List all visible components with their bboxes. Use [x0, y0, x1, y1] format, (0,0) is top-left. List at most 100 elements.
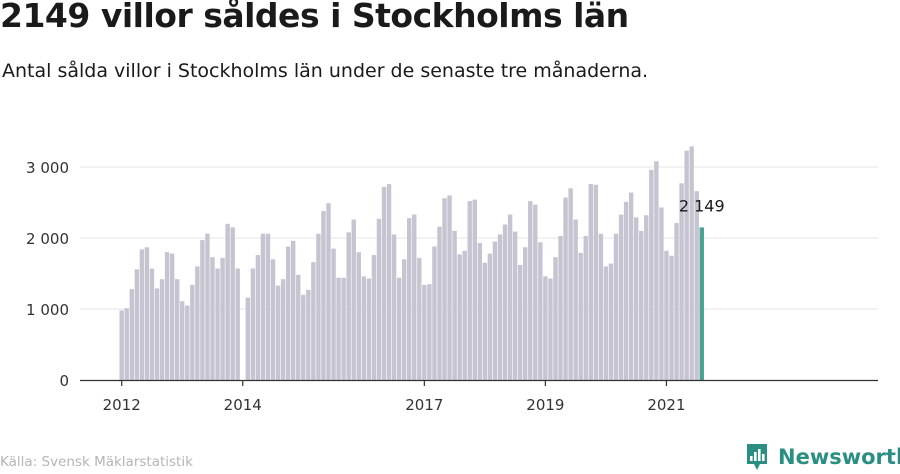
bar — [583, 235, 588, 380]
source-note: Källa: Svensk Mäklarstatistik — [0, 454, 193, 470]
bar — [139, 249, 145, 380]
bar — [417, 257, 422, 380]
bar — [301, 294, 306, 380]
brand-name: Newsworthy — [778, 445, 900, 469]
bar — [447, 195, 452, 380]
bar — [316, 233, 321, 380]
bar — [593, 184, 599, 380]
bar — [149, 268, 155, 380]
bar — [623, 201, 629, 380]
bar — [174, 279, 180, 380]
bar — [633, 217, 639, 380]
bar — [437, 226, 442, 380]
bar — [684, 150, 689, 380]
highlight-value-label: 2 149 — [679, 196, 725, 215]
bar — [265, 233, 271, 380]
bar — [517, 264, 523, 380]
y-tick-label: 3 000 — [26, 159, 69, 177]
bar — [644, 215, 649, 380]
bar — [255, 255, 261, 380]
bar — [275, 285, 281, 380]
bar — [512, 231, 518, 380]
bar — [129, 289, 134, 380]
bar — [442, 198, 447, 380]
bar — [452, 230, 457, 380]
labels: 0 1 000 2 000 3 000 2 149 2012 2014 2017 2019 202… — [26, 159, 725, 414]
bar — [356, 252, 361, 380]
bar — [563, 197, 568, 380]
bar — [492, 241, 498, 380]
bar — [164, 252, 170, 380]
bar — [487, 253, 493, 380]
bar — [649, 169, 654, 380]
bar — [654, 161, 659, 380]
bar — [134, 269, 140, 380]
bar — [674, 223, 679, 380]
bar — [381, 186, 387, 380]
bar — [270, 259, 276, 380]
x-tick-label: 2019 — [526, 396, 564, 414]
bar — [523, 247, 528, 380]
bar — [306, 289, 311, 380]
bar — [507, 214, 513, 380]
bar — [386, 184, 392, 380]
axes — [80, 379, 878, 386]
bar — [432, 246, 437, 380]
x-tick-label: 2017 — [405, 396, 443, 414]
bar — [467, 201, 472, 380]
bar — [361, 276, 367, 380]
bar — [311, 262, 316, 380]
bar — [401, 259, 407, 380]
bar — [190, 284, 195, 380]
bar — [533, 204, 538, 380]
bar — [341, 277, 346, 380]
bar — [205, 233, 210, 380]
bar — [180, 301, 185, 380]
bar — [558, 235, 563, 380]
bar — [396, 277, 402, 380]
newsworthy-logo-icon — [747, 444, 767, 470]
bar — [669, 255, 674, 380]
bar — [618, 214, 624, 380]
chart-subtitle: Antal sålda villor i Stockholms län unde… — [2, 60, 649, 82]
bar — [391, 234, 397, 380]
y-tick-label: 2 000 — [26, 230, 69, 248]
bar — [502, 224, 508, 380]
bar — [154, 288, 160, 380]
bar — [407, 218, 412, 380]
bar — [412, 214, 417, 380]
bar — [250, 268, 256, 380]
bar — [326, 203, 331, 380]
bar — [260, 233, 266, 380]
bar — [285, 246, 291, 380]
bar — [664, 250, 669, 380]
bar — [462, 250, 467, 380]
bar — [548, 278, 553, 380]
bar — [659, 207, 664, 380]
bar — [215, 268, 220, 380]
bar — [296, 274, 301, 380]
bar — [578, 252, 583, 380]
bar — [159, 279, 165, 380]
bar — [679, 183, 684, 380]
bar — [230, 227, 235, 380]
bar — [169, 253, 175, 380]
bar — [366, 278, 372, 380]
bar — [371, 255, 377, 380]
bar — [497, 234, 503, 380]
brand-logo-link[interactable]: Newsworthy — [745, 441, 900, 473]
bar — [689, 146, 694, 380]
bar — [568, 188, 573, 380]
bar — [538, 242, 543, 380]
bar — [528, 201, 533, 380]
bar — [422, 284, 427, 380]
bar — [280, 279, 286, 380]
bar — [200, 240, 205, 380]
bar — [628, 192, 634, 380]
bar — [210, 257, 215, 380]
bar — [472, 199, 477, 380]
bar-highlight — [699, 227, 704, 380]
bars — [119, 146, 704, 380]
bar — [185, 305, 190, 380]
bar — [543, 276, 548, 380]
